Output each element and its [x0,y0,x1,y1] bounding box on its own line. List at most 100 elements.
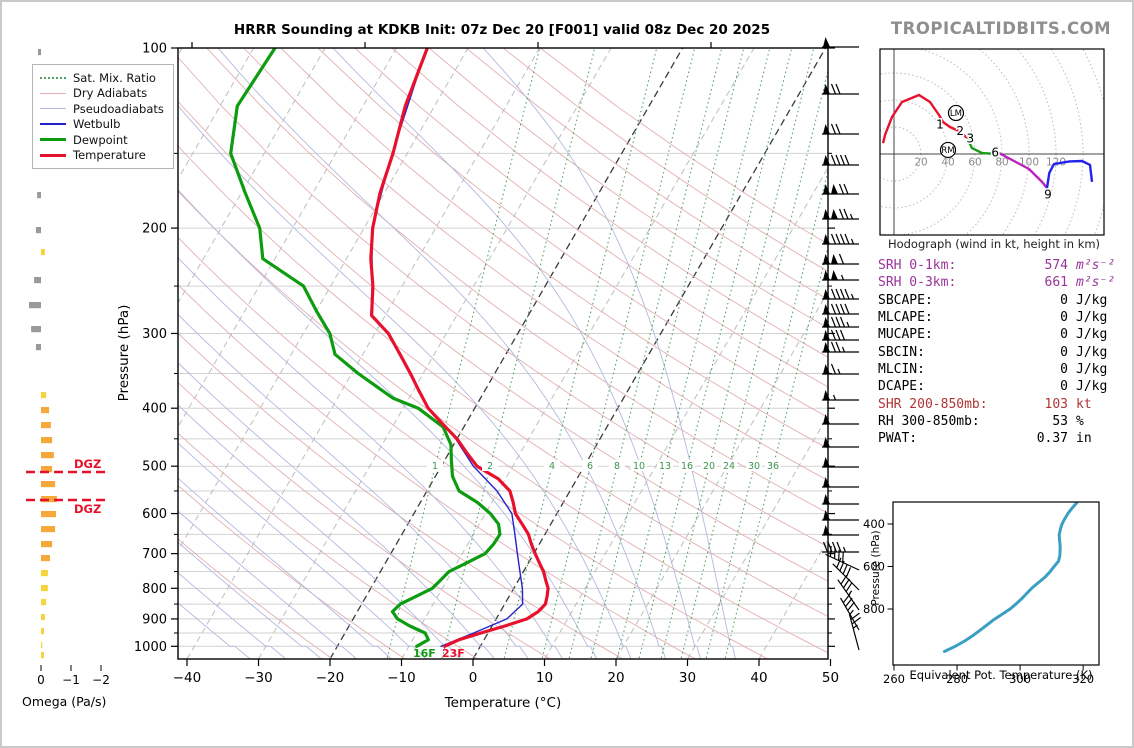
stat-row: MLCIN: 0 J/kg [878,361,1132,378]
stat-label: DCAPE: [878,379,925,395]
svg-text:280: 280 [946,672,968,686]
svg-text:2: 2 [956,124,964,138]
legend-label: Temperature [73,148,146,163]
theta-e-frame [892,501,1100,666]
stat-label: PWAT: [878,431,918,447]
svg-text:300: 300 [142,327,167,342]
surface-temp-label: 23F [442,647,465,660]
svg-text:−10: −10 [387,670,416,686]
stat-unit: m²s⁻² [1076,258,1116,274]
stat-value: 0 [1060,292,1068,308]
page-title: HRRR Sounding at KDKB Init: 07z Dec 20 [… [233,22,771,38]
svg-text:16: 16 [681,461,693,472]
legend-label: Dewpoint [73,132,128,147]
temperature-curve [369,48,550,648]
stat-row: SBCIN: 0 J/kg [878,343,1132,360]
stat-unit: m²s⁻² [1076,275,1116,291]
hodograph-trace-9-12km [1045,159,1094,189]
stat-label: SBCAPE: [878,292,933,308]
svg-text:−30: −30 [244,670,273,686]
legend-item-mix: Sat. Mix. Ratio [40,70,164,86]
svg-text:320: 320 [1072,672,1094,686]
svg-text:40: 40 [941,157,954,169]
svg-text:LM: LM [950,109,962,119]
tmp-line-swatch [40,153,66,157]
svg-text:36: 36 [767,461,779,472]
svg-text:30: 30 [748,461,760,472]
theta-e-pressure-label: Pressure (hPa) [870,530,882,606]
stat-row: MUCAPE: 0 J/kg [878,326,1132,343]
stat-unit: in [1076,431,1092,447]
svg-text:6: 6 [587,461,593,472]
hodograph-caption: Hodograph (wind in kt, height in km) [887,237,1101,251]
stat-unit: J/kg [1076,361,1108,377]
wind-barbs [822,37,861,651]
dewpoint-curve [229,48,502,648]
legend-item-dry: Dry Adiabats [40,86,164,102]
hodograph-trace-0-3km [881,93,968,144]
svg-text:24: 24 [723,461,735,472]
svg-text:30: 30 [679,670,696,686]
stat-value: 0 [1060,310,1068,326]
svg-text:10: 10 [633,461,645,472]
pressure-axis-label: Pressure (hPa) [116,304,132,402]
stat-row: PWAT: 0.37 in [878,430,1132,447]
svg-text:20: 20 [703,461,715,472]
stat-unit: J/kg [1076,310,1108,326]
stat-unit: J/kg [1076,327,1108,343]
svg-text:3: 3 [966,132,974,146]
stat-value: 0 [1060,361,1068,377]
stat-row: SHR 200-850mb: 103 kt [878,395,1132,412]
svg-text:60: 60 [968,157,981,169]
dry-line-swatch [40,92,66,94]
stat-value: 0 [1060,379,1068,395]
svg-text:600: 600 [142,507,167,522]
stat-unit: J/kg [1076,344,1108,360]
stat-row: SBCAPE: 0 J/kg [878,292,1132,309]
svg-text:40: 40 [750,670,767,686]
stat-label: SRH 0-3km: [878,275,957,291]
svg-text:700: 700 [142,547,167,562]
svg-text:260: 260 [883,672,905,686]
svg-text:−20: −20 [316,670,345,686]
dew-line-swatch [40,138,66,142]
svg-text:−2: −2 [92,673,110,687]
svg-text:0: 0 [37,673,45,687]
svg-text:20: 20 [607,670,624,686]
svg-text:6: 6 [991,146,999,160]
mix-line-swatch [40,76,66,79]
svg-text:9: 9 [1044,188,1052,202]
stat-unit: J/kg [1076,292,1108,308]
stat-unit: % [1076,413,1084,429]
dgz-label-lower: DGZ [74,502,102,516]
svg-text:20: 20 [914,157,927,169]
site-logo: TROPICALTIDBITS.COM [890,19,1112,38]
stat-row: SRH 0-3km: 661 m²s⁻² [878,274,1132,291]
storm-motion-lm-marker [947,104,965,122]
stat-row: MLCAPE: 0 J/kg [878,309,1132,326]
theta-e-axis-label: Equivalent Pot. Temperature (K) [909,668,1093,682]
pse-line-swatch [40,108,66,110]
svg-text:200: 200 [142,222,167,237]
legend-label: Wetbulb [73,117,121,132]
stat-label: MLCAPE: [878,310,933,326]
surface-dewpoint-label: 16F [413,647,436,660]
stat-row: DCAPE: 0 J/kg [878,378,1132,395]
stat-value: 103 [1044,396,1068,412]
stat-unit: kt [1076,396,1092,412]
stats-panel: SRH 0-1km: 574 m²s⁻² SRH 0-3km: 661 m²s⁻² SBCA… [878,257,1132,447]
legend-label: Dry Adiabats [73,86,148,101]
hodograph-trace-3-6km [965,137,1000,155]
svg-text:10: 10 [536,670,553,686]
legend-label: Pseudoadiabats [73,101,164,116]
svg-text:400: 400 [142,402,167,417]
svg-text:800: 800 [863,602,885,616]
stat-label: SHR 200-850mb: [878,396,988,412]
hodograph-trace-6-9km [998,152,1048,189]
svg-text:1: 1 [432,461,438,472]
stat-value: 0.37 [1036,431,1068,447]
stat-value: 0 [1060,327,1068,343]
